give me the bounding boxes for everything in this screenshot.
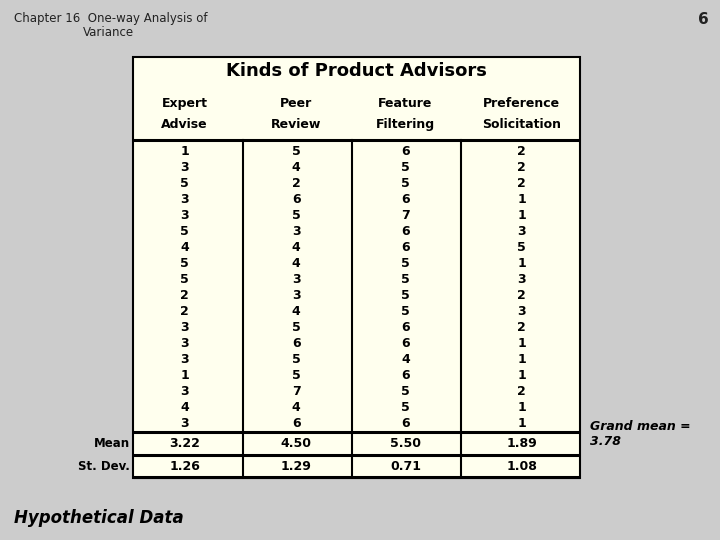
Text: 1: 1 (517, 369, 526, 382)
Text: 5: 5 (180, 225, 189, 238)
Text: 1: 1 (517, 337, 526, 350)
Text: 5: 5 (292, 145, 300, 158)
Text: 0.71: 0.71 (390, 460, 421, 472)
Text: 3: 3 (180, 161, 189, 174)
Text: 7: 7 (401, 209, 410, 222)
Text: 1: 1 (517, 417, 526, 430)
Text: Feature: Feature (378, 97, 433, 110)
Text: 1: 1 (517, 209, 526, 222)
Text: 3: 3 (517, 225, 526, 238)
Text: 4: 4 (292, 161, 300, 174)
Text: 3: 3 (517, 273, 526, 286)
Text: 1.26: 1.26 (169, 460, 200, 472)
Text: 5: 5 (292, 369, 300, 382)
Text: 3: 3 (180, 337, 189, 350)
Text: 1.89: 1.89 (506, 437, 537, 450)
Text: Variance: Variance (83, 26, 134, 39)
Text: 4: 4 (180, 241, 189, 254)
Text: Peer: Peer (280, 97, 312, 110)
Text: Kinds of Product Advisors: Kinds of Product Advisors (226, 62, 487, 80)
Text: 6: 6 (401, 337, 410, 350)
Text: 2: 2 (517, 161, 526, 174)
Text: 3: 3 (180, 321, 189, 334)
Text: 2: 2 (180, 305, 189, 318)
Text: 5: 5 (292, 353, 300, 366)
Text: 2: 2 (517, 177, 526, 190)
Text: 6: 6 (401, 369, 410, 382)
Text: 2: 2 (517, 386, 526, 399)
Text: 1: 1 (517, 401, 526, 414)
Text: 2: 2 (292, 177, 300, 190)
Text: 7: 7 (292, 386, 300, 399)
Text: 6: 6 (292, 417, 300, 430)
Text: Mean: Mean (94, 437, 130, 450)
Text: Solicitation: Solicitation (482, 118, 561, 131)
Text: 3: 3 (292, 273, 300, 286)
Text: Advise: Advise (161, 118, 208, 131)
Text: 2: 2 (517, 321, 526, 334)
Text: 3: 3 (292, 289, 300, 302)
Text: 5: 5 (292, 209, 300, 222)
Text: 4: 4 (180, 401, 189, 414)
Text: 4: 4 (292, 305, 300, 318)
Text: 5: 5 (401, 289, 410, 302)
Text: 3: 3 (517, 305, 526, 318)
Text: 6: 6 (401, 193, 410, 206)
Text: 3: 3 (180, 386, 189, 399)
Text: 2: 2 (517, 145, 526, 158)
Text: 5: 5 (180, 177, 189, 190)
Text: 5: 5 (180, 273, 189, 286)
Text: 3: 3 (180, 193, 189, 206)
Text: 6: 6 (292, 193, 300, 206)
Text: 5: 5 (292, 321, 300, 334)
Text: 6: 6 (401, 225, 410, 238)
Text: 1: 1 (180, 145, 189, 158)
Text: 5: 5 (401, 161, 410, 174)
Text: 2: 2 (517, 289, 526, 302)
Text: 5: 5 (401, 177, 410, 190)
Text: 4.50: 4.50 (281, 437, 312, 450)
Text: Expert: Expert (161, 97, 207, 110)
Text: 4: 4 (292, 401, 300, 414)
Text: 2: 2 (180, 289, 189, 302)
Text: 5: 5 (401, 273, 410, 286)
Text: 6: 6 (401, 145, 410, 158)
Text: 5: 5 (180, 257, 189, 270)
Text: 6: 6 (401, 241, 410, 254)
Text: 5.50: 5.50 (390, 437, 421, 450)
Text: Grand mean =
3.78: Grand mean = 3.78 (590, 420, 691, 448)
Text: Hypothetical Data: Hypothetical Data (14, 509, 184, 528)
Text: 5: 5 (517, 241, 526, 254)
Text: 5: 5 (401, 305, 410, 318)
Text: Preference: Preference (483, 97, 560, 110)
Text: 3: 3 (180, 417, 189, 430)
Text: 1: 1 (180, 369, 189, 382)
Text: 5: 5 (401, 257, 410, 270)
Text: 4: 4 (401, 353, 410, 366)
Text: 3: 3 (180, 209, 189, 222)
Text: 3: 3 (180, 353, 189, 366)
Text: 1: 1 (517, 193, 526, 206)
Text: Filtering: Filtering (376, 118, 435, 131)
Text: Review: Review (271, 118, 321, 131)
Text: 1.08: 1.08 (506, 460, 537, 472)
Text: 6: 6 (401, 417, 410, 430)
Text: 1: 1 (517, 353, 526, 366)
Text: 6: 6 (292, 337, 300, 350)
Text: 1: 1 (517, 257, 526, 270)
Text: 5: 5 (401, 401, 410, 414)
Text: 6: 6 (401, 321, 410, 334)
Text: 4: 4 (292, 241, 300, 254)
Text: Chapter 16  One-way Analysis of: Chapter 16 One-way Analysis of (14, 12, 208, 25)
Text: 1.29: 1.29 (281, 460, 312, 472)
Text: 4: 4 (292, 257, 300, 270)
Bar (133, 57, 580, 478)
Text: 5: 5 (401, 386, 410, 399)
Text: St. Dev.: St. Dev. (78, 460, 130, 472)
Text: 3.22: 3.22 (169, 437, 200, 450)
Text: 6: 6 (698, 12, 709, 27)
Text: 3: 3 (292, 225, 300, 238)
